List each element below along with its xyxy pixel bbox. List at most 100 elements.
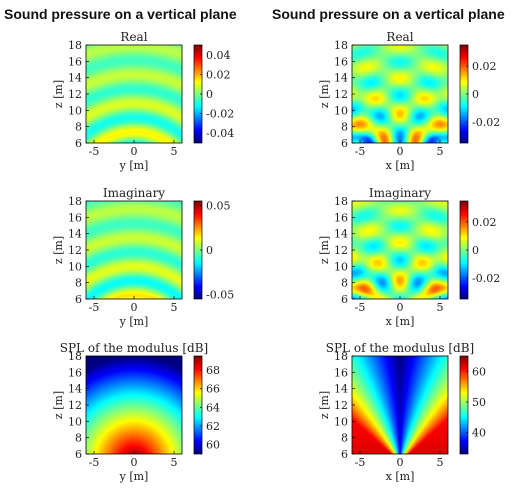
colorbar-tick-label: 0.05	[206, 199, 231, 212]
colorbar-tick-label: 50	[472, 396, 486, 409]
colorbar-tick-label: -0.02	[472, 272, 500, 285]
y-axis-label: z [m]	[52, 236, 65, 264]
y-axis-label: z [m]	[318, 236, 331, 264]
y-tick-label: 16	[68, 55, 82, 68]
colorbar-tick-label: 0	[472, 88, 479, 101]
y-tick-label: 10	[334, 415, 348, 428]
y-tick-label: 16	[68, 211, 82, 224]
y-tick-label: 10	[334, 104, 348, 117]
colorbar-tick-label: 0.02	[206, 68, 231, 81]
x-axis-label: x [m]	[386, 159, 415, 172]
y-tick-label: 18	[334, 195, 348, 208]
x-tick-label: -5	[355, 301, 366, 314]
y-tick-label: 16	[334, 366, 348, 379]
subplot-6: SPL of the modulus [dB] -5 0 5 6 8 10 12 14 16 18 x…	[318, 341, 486, 483]
x-tick-label: 0	[131, 301, 138, 314]
y-tick-label: 8	[341, 432, 348, 445]
x-tick-label: 5	[171, 456, 178, 469]
colorbar	[460, 45, 468, 143]
right-column-title: Sound pressure on a vertical plane	[272, 6, 505, 22]
y-tick-label: 8	[75, 432, 82, 445]
subplot-title: SPL of the modulus [dB]	[60, 341, 208, 355]
heatmap-image	[86, 45, 182, 143]
heatmap-image	[352, 45, 448, 143]
colorbar-frame	[193, 355, 203, 455]
subplot-title: SPL of the modulus [dB]	[326, 341, 474, 355]
colorbar-tick-label: -0.05	[206, 289, 234, 302]
y-tick-label: 8	[75, 121, 82, 134]
colorbar-tick-label: -0.02	[472, 116, 500, 129]
y-axis-label: z [m]	[318, 80, 331, 108]
x-tick-label: -5	[355, 456, 366, 469]
colorbar-tick-label: 40	[472, 427, 486, 440]
y-tick-label: 12	[68, 244, 82, 257]
y-tick-label: 12	[334, 399, 348, 412]
x-axis-label: y [m]	[119, 470, 149, 483]
y-tick-label: 16	[68, 366, 82, 379]
y-tick-label: 18	[68, 350, 82, 363]
x-axis-label: y [m]	[119, 315, 149, 328]
y-tick-label: 16	[334, 55, 348, 68]
x-tick-label: 0	[131, 456, 138, 469]
colorbar-tick-label: 68	[206, 364, 220, 377]
y-tick-label: 16	[334, 211, 348, 224]
x-axis-label: y [m]	[119, 159, 149, 172]
x-tick-label: 5	[437, 456, 444, 469]
subplot-title: Imaginary	[369, 186, 431, 200]
x-tick-label: 0	[397, 301, 404, 314]
subplot-3: Imaginary -5 0 5 6 8 10 12 14 16 18 y [m] z [m] 0.05 0…	[52, 186, 234, 328]
y-tick-label: 18	[68, 39, 82, 52]
colorbar-tick-label: 62	[206, 420, 220, 433]
colorbar	[194, 201, 202, 299]
heatmap-image	[352, 201, 448, 299]
y-tick-label: 6	[75, 137, 82, 150]
y-tick-label: 12	[68, 399, 82, 412]
x-tick-label: 5	[171, 301, 178, 314]
x-tick-label: 0	[397, 456, 404, 469]
colorbar	[194, 356, 202, 454]
colorbar-tick-label: 64	[206, 401, 220, 414]
colorbar-tick-label: 0.04	[206, 49, 231, 62]
y-tick-label: 8	[341, 121, 348, 134]
subplot-2: Real -5 0 5 6 8 10 12 14 16 18 x [m] z [m] 0.02 0 -0.02	[318, 30, 500, 172]
colorbar-tick-label: 60	[472, 365, 486, 378]
y-tick-label: 14	[334, 72, 348, 85]
colorbar-tick-label: 0	[472, 244, 479, 257]
heatmap-image	[86, 356, 182, 454]
subplot-title: Real	[120, 30, 147, 44]
colorbar-frame	[459, 355, 469, 455]
x-tick-label: -5	[89, 145, 100, 158]
colorbar-tick-label: 0.02	[472, 216, 497, 229]
y-tick-label: 8	[75, 277, 82, 290]
colorbar	[460, 356, 468, 454]
y-tick-label: 14	[334, 228, 348, 241]
heatmap-image	[352, 356, 448, 454]
y-tick-label: 18	[334, 350, 348, 363]
colorbar-tick-label: -0.04	[206, 127, 234, 140]
x-tick-label: 0	[131, 145, 138, 158]
subplot-4: Imaginary -5 0 5 6 8 10 12 14 16 18 x [m] z [m] 0.02 0…	[318, 186, 500, 328]
y-tick-label: 18	[334, 39, 348, 52]
y-tick-label: 12	[334, 244, 348, 257]
colorbar-tick-label: 66	[206, 383, 220, 396]
colorbar-tick-label: 0	[206, 88, 213, 101]
y-tick-label: 14	[68, 72, 82, 85]
heatmap-image	[86, 201, 182, 299]
y-tick-label: 12	[68, 88, 82, 101]
y-tick-label: 6	[341, 137, 348, 150]
y-tick-label: 6	[341, 448, 348, 461]
colorbar-tick-label: 60	[206, 439, 220, 452]
y-axis-label: z [m]	[318, 391, 331, 419]
colorbar-tick-label: -0.02	[206, 108, 234, 121]
subplot-title: Imaginary	[103, 186, 165, 200]
y-tick-label: 10	[68, 415, 82, 428]
x-tick-label: 5	[437, 145, 444, 158]
y-tick-label: 6	[341, 293, 348, 306]
y-tick-label: 14	[334, 383, 348, 396]
y-tick-label: 10	[68, 260, 82, 273]
subplot-5: SPL of the modulus [dB]-5 0 5681012141618y…	[52, 341, 220, 483]
x-tick-label: 0	[397, 145, 404, 158]
subplot-1: Real -5 0 5 6 8 10 12 14 16 18 y [m] z [m] 0.04 0.02 0 -…	[52, 30, 234, 172]
colorbar	[460, 201, 468, 299]
